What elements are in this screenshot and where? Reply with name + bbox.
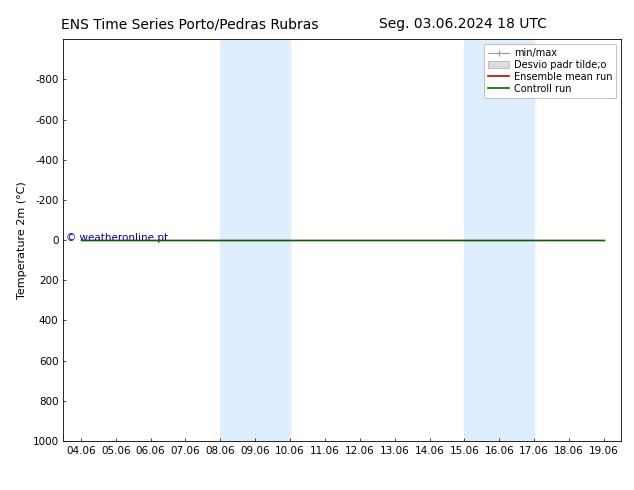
Bar xyxy=(464,39,534,441)
Legend: min/max, Desvio padr tilde;o, Ensemble mean run, Controll run: min/max, Desvio padr tilde;o, Ensemble m… xyxy=(484,44,616,98)
Text: Seg. 03.06.2024 18 UTC: Seg. 03.06.2024 18 UTC xyxy=(379,17,547,31)
Bar xyxy=(221,39,290,441)
Text: © weatheronline.pt: © weatheronline.pt xyxy=(66,233,168,243)
Y-axis label: Temperature 2m (°C): Temperature 2m (°C) xyxy=(17,181,27,299)
Text: ENS Time Series Porto/Pedras Rubras: ENS Time Series Porto/Pedras Rubras xyxy=(61,17,319,31)
